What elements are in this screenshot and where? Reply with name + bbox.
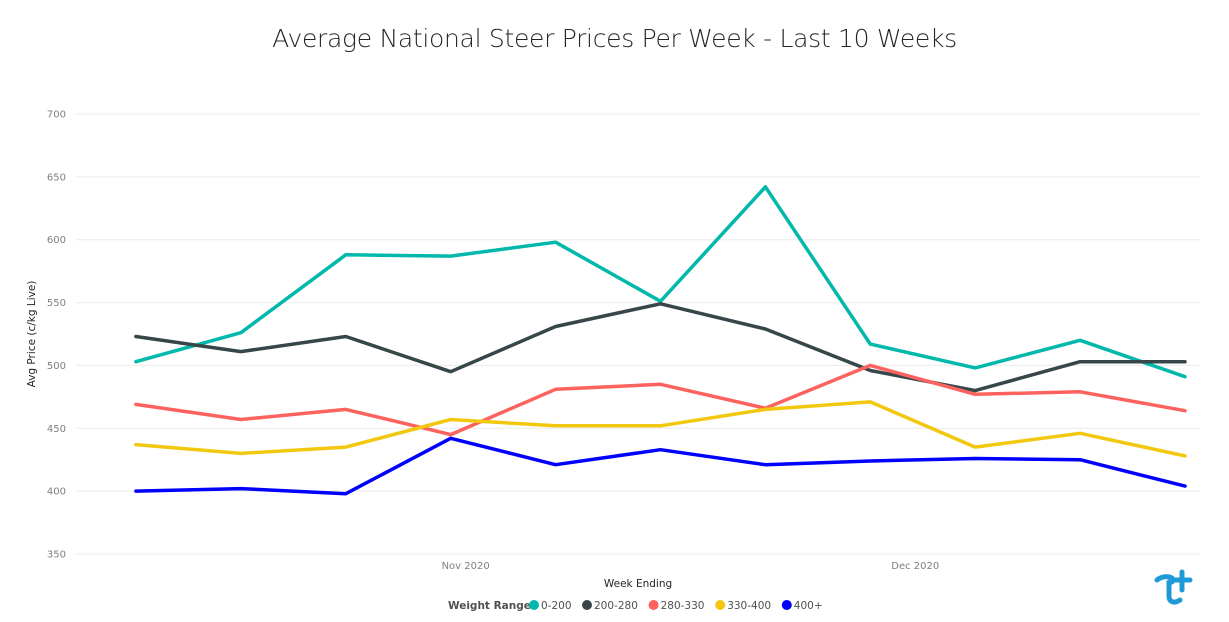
y-tick-label: 500 bbox=[47, 361, 66, 372]
series-line-0-200[interactable] bbox=[134, 185, 1187, 379]
chart-title: Average National Steer Prices Per Week -… bbox=[272, 24, 957, 53]
x-tick-label: Nov 2020 bbox=[442, 561, 490, 572]
series-line-200-280[interactable] bbox=[134, 302, 1187, 393]
series-line-330-400[interactable] bbox=[134, 400, 1187, 458]
y-axis-ticks: 350 400 450 500 550 600 650 700 bbox=[47, 110, 66, 561]
legend-marker bbox=[582, 600, 592, 610]
brand-logo-icon[interactable] bbox=[1154, 569, 1193, 605]
legend-item-label[interactable]: 400+ bbox=[794, 600, 823, 612]
legend: Weight Range 0-200 200-280 280-330 330-400 4… bbox=[448, 600, 823, 612]
series-lines bbox=[134, 185, 1187, 496]
legend-item-label[interactable]: 0-200 bbox=[541, 600, 572, 612]
series-line-280-330[interactable] bbox=[134, 363, 1187, 437]
legend-marker bbox=[648, 600, 659, 610]
y-tick-label: 350 bbox=[47, 550, 66, 561]
legend-marker bbox=[781, 600, 792, 610]
legend-title: Weight Range bbox=[448, 600, 531, 612]
y-tick-label: 700 bbox=[47, 110, 66, 121]
y-tick-label: 600 bbox=[47, 235, 66, 246]
y-tick-label: 650 bbox=[47, 172, 66, 183]
legend-item-label[interactable]: 280-330 bbox=[661, 600, 705, 612]
y-tick-label: 550 bbox=[47, 298, 66, 309]
series-line-400+[interactable] bbox=[134, 436, 1187, 496]
legend-item-label[interactable]: 200-280 bbox=[594, 600, 638, 612]
legend-marker bbox=[715, 600, 726, 610]
legend-item-label[interactable]: 330-400 bbox=[727, 600, 771, 612]
y-tick-label: 450 bbox=[47, 424, 66, 435]
x-tick-label: Dec 2020 bbox=[891, 561, 939, 572]
y-tick-label: 400 bbox=[47, 487, 66, 498]
x-axis-ticks: Nov 2020 Dec 2020 bbox=[442, 561, 940, 572]
legend-marker bbox=[529, 600, 539, 610]
x-axis-label: Week Ending bbox=[604, 578, 672, 590]
y-axis-label: Avg Price (c/kg Live) bbox=[26, 281, 38, 388]
